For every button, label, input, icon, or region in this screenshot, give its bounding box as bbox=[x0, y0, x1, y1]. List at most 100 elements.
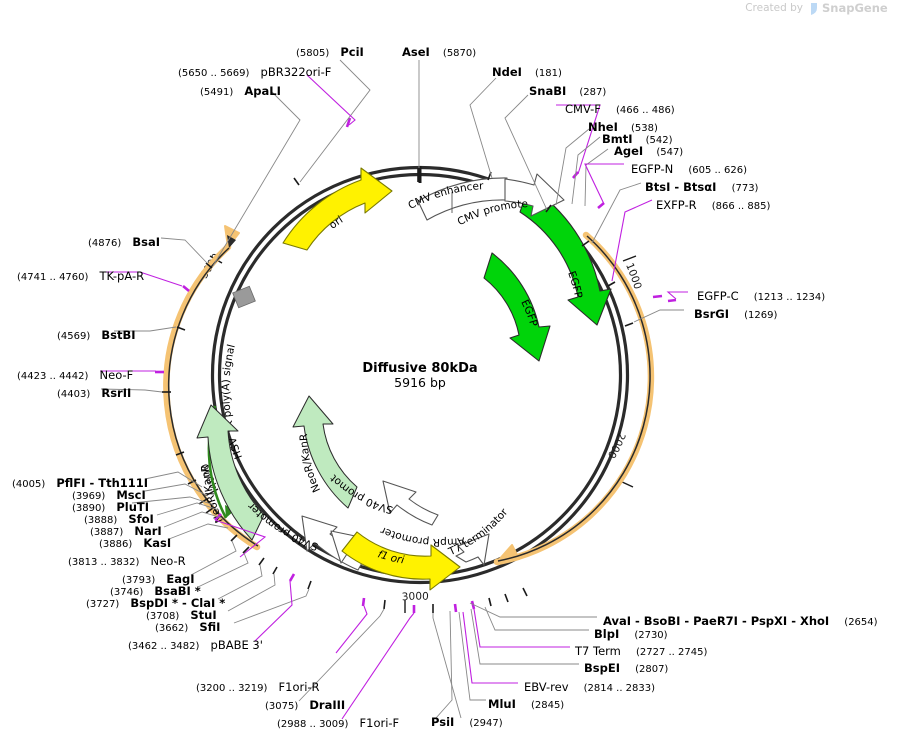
label-bstBI-name: BstBI bbox=[101, 328, 136, 342]
label-psiI[interactable]: PsiI (2947) bbox=[431, 711, 503, 730]
label-bstBI[interactable]: (4569) BstBI bbox=[57, 324, 136, 343]
label-neo-f[interactable]: (4423 .. 4442) Neo-F bbox=[17, 364, 133, 383]
label-bsaBI-name: BsaBI * bbox=[154, 584, 201, 598]
label-egfp-n-name: EGFP-N bbox=[631, 162, 674, 176]
label-bspEI[interactable]: BspEI (2807) bbox=[584, 657, 668, 676]
label-ageI-name: AgeI bbox=[614, 144, 644, 158]
label-egfp-n[interactable]: EGFP-N (605 .. 626) bbox=[631, 158, 747, 177]
ruler-tick-3000: 3000 bbox=[401, 591, 429, 604]
label-pflfI-tth111I-name: PflFI - Tth111I bbox=[56, 476, 149, 490]
label-f1ori-f-position: (2988 .. 3009) bbox=[277, 719, 349, 730]
label-eagI[interactable]: (3793) EagI bbox=[122, 568, 195, 587]
label-bmtI[interactable]: BmtI (542) bbox=[602, 128, 673, 147]
label-tk-pa-r-name: TK-pA-R bbox=[99, 269, 145, 283]
label-cmv-f[interactable]: CMV-F (466 .. 486) bbox=[565, 98, 675, 117]
label-nheI[interactable]: NheI (538) bbox=[588, 116, 658, 135]
label-ageI[interactable]: AgeI (547) bbox=[614, 140, 683, 159]
snapgene-watermark: Created by SnapGene bbox=[745, 1, 888, 15]
label-aseI[interactable]: AseI (5870) bbox=[402, 41, 476, 60]
label-mluI[interactable]: MluI (2845) bbox=[488, 693, 564, 712]
label-ebv-rev-name: EBV-rev bbox=[524, 680, 569, 694]
label-sfiI[interactable]: (3662) SfiI bbox=[155, 616, 220, 635]
label-bsrGI-position: (1269) bbox=[744, 310, 778, 321]
label-avaI-group[interactable]: AvaI - BsoBI - PaeR7I - PspXI - XhoI (26… bbox=[603, 610, 878, 629]
label-sfiI-name: SfiI bbox=[199, 620, 221, 634]
label-eagI-position: (3793) bbox=[122, 575, 156, 586]
label-tk-pa-r[interactable]: (4741 .. 4760) TK-pA-R bbox=[17, 265, 144, 284]
label-f1ori-r-position: (3200 .. 3219) bbox=[196, 683, 268, 694]
label-pbabe-3p-name: pBABE 3' bbox=[210, 638, 263, 652]
label-snaBI[interactable]: SnaBI (287) bbox=[529, 80, 606, 99]
label-t7-term[interactable]: T7 Term (2727 .. 2745) bbox=[575, 640, 707, 659]
label-bsrGI[interactable]: BsrGI (1269) bbox=[694, 303, 777, 322]
label-rsrII-name: RsrII bbox=[101, 386, 132, 400]
label-mscI-position: (3969) bbox=[72, 491, 106, 502]
label-psiI-position: (2947) bbox=[469, 718, 503, 729]
feature-neor-kanr-inner: NeoR/KanR bbox=[292, 395, 358, 509]
feature-neor-kanr-outer: NeoR/KanR bbox=[196, 404, 265, 541]
label-neo-r[interactable]: (3813 .. 3832) Neo-R bbox=[68, 550, 186, 569]
label-f1ori-r[interactable]: (3200 .. 3219) F1ori-R bbox=[196, 676, 320, 695]
label-pflfI-tth111I-position: (4005) bbox=[12, 479, 46, 490]
label-draIII-name: DraIII bbox=[309, 698, 346, 712]
label-mscI[interactable]: (3969) MscI bbox=[72, 484, 146, 503]
label-pflfI-tth111I[interactable]: (4005) PflFI - Tth111I bbox=[12, 472, 148, 491]
label-avaI-group-name: AvaI - BsoBI - PaeR7I - PspXI - XhoI bbox=[603, 614, 830, 628]
label-sfoI[interactable]: (3888) SfoI bbox=[84, 508, 154, 527]
label-cmv-f-position: (466 .. 486) bbox=[616, 105, 675, 116]
label-stuI[interactable]: (3708) StuI bbox=[146, 604, 217, 623]
watermark-brand: SnapGene bbox=[822, 1, 888, 15]
label-bsrGI-name: BsrGI bbox=[694, 307, 729, 321]
label-sfoI-position: (3888) bbox=[84, 515, 118, 526]
leader-lines bbox=[100, 59, 688, 720]
label-kasI[interactable]: (3886) KasI bbox=[99, 532, 171, 551]
label-blpI-position: (2730) bbox=[634, 630, 668, 641]
label-ndeI-position: (181) bbox=[535, 68, 562, 79]
label-draIII[interactable]: (3075) DraIII bbox=[265, 694, 345, 713]
label-egfp-c[interactable]: EGFP-C (1213 .. 1234) bbox=[697, 285, 825, 304]
label-cmv-f-name: CMV-F bbox=[565, 102, 601, 116]
label-narI[interactable]: (3887) NarI bbox=[90, 520, 162, 539]
label-ebv-rev-position: (2814 .. 2833) bbox=[583, 683, 656, 694]
label-egfp-c-name: EGFP-C bbox=[697, 289, 739, 303]
label-pbr322ori-f[interactable]: (5650 .. 5669) pBR322ori-F bbox=[178, 61, 331, 80]
label-bspEI-name: BspEI bbox=[584, 661, 620, 675]
label-bsaI-position: (4876) bbox=[88, 238, 122, 249]
label-ndeI[interactable]: NdeI (181) bbox=[492, 61, 562, 80]
label-t7-term-position: (2727 .. 2745) bbox=[635, 647, 708, 658]
label-blpI[interactable]: BlpI (2730) bbox=[594, 623, 668, 642]
label-psiI-name: PsiI bbox=[431, 715, 455, 729]
label-nheI-name: NheI bbox=[588, 120, 618, 134]
label-exfp-r-name: EXFP-R bbox=[656, 198, 697, 212]
label-pciI[interactable]: (5805) PciI bbox=[296, 41, 364, 60]
label-pbabe-3p[interactable]: (3462 .. 3482) pBABE 3' bbox=[128, 634, 263, 653]
label-sfoI-name: SfoI bbox=[128, 512, 154, 526]
label-t7-term-name: T7 Term bbox=[575, 644, 621, 658]
label-tk-pa-r-position: (4741 .. 4760) bbox=[17, 272, 89, 283]
label-aseI-position: (5870) bbox=[442, 48, 477, 59]
label-draIII-position: (3075) bbox=[265, 701, 299, 712]
feature-ori-arrow: ori bbox=[282, 167, 393, 251]
label-neo-r-position: (3813 .. 3832) bbox=[68, 557, 140, 568]
label-ebv-rev[interactable]: EBV-rev (2814 .. 2833) bbox=[524, 676, 655, 695]
label-rsrII-position: (4403) bbox=[57, 389, 91, 400]
label-bspDI-claI[interactable]: (3727) BspDI * - ClaI * bbox=[86, 592, 225, 611]
label-pciI-name: PciI bbox=[340, 45, 364, 59]
label-f1ori-f[interactable]: (2988 .. 3009) F1ori-F bbox=[277, 712, 399, 731]
label-pluTI[interactable]: (3890) PluTI bbox=[72, 496, 149, 515]
feature-f1-ori-arrow: f1 ori bbox=[341, 531, 461, 591]
label-rsrII[interactable]: (4403) RsrII bbox=[57, 382, 131, 401]
feature-cmv-enhancer: CMV enhancer bbox=[406, 177, 508, 221]
label-pluTI-position: (3890) bbox=[72, 503, 106, 514]
label-btsI-btsaI[interactable]: BtsI - BtsαI (773) bbox=[645, 176, 758, 195]
label-bsaI[interactable]: (4876) BsaI bbox=[88, 231, 160, 250]
label-pluTI-name: PluTI bbox=[116, 500, 150, 514]
watermark-prefix: Created by bbox=[745, 2, 803, 14]
label-bstBI-position: (4569) bbox=[57, 331, 91, 342]
label-apaLI[interactable]: (5491) ApaLI bbox=[200, 80, 281, 99]
label-exfp-r[interactable]: EXFP-R (866 .. 885) bbox=[656, 194, 770, 213]
label-mluI-name: MluI bbox=[488, 697, 516, 711]
label-bsaBI[interactable]: (3746) BsaBI * bbox=[110, 580, 201, 599]
label-apaLI-position: (5491) bbox=[200, 87, 234, 98]
